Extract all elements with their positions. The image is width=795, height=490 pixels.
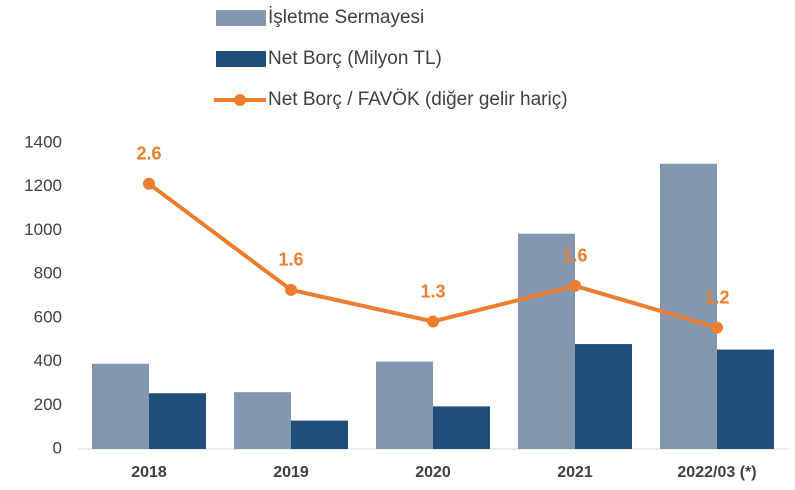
bar [291,420,348,449]
legend-label: İşletme Sermayesi [268,7,424,28]
legend-swatch [216,10,266,26]
x-tick-label: 2018 [131,464,167,481]
y-tick-label: 400 [34,351,62,370]
data-label: 1.6 [278,250,303,270]
x-tick-label: 2021 [557,464,593,481]
marker [711,321,723,334]
bar [433,406,490,449]
marker [143,177,155,190]
y-tick-label: 1000 [24,220,62,239]
bar [575,344,632,449]
marker [427,315,439,328]
data-label: 2.6 [136,144,161,164]
bar [518,233,575,449]
marker [285,283,297,296]
bar [234,392,291,449]
legend-marker [234,94,246,106]
bar [149,393,206,449]
y-tick-label: 600 [34,307,62,326]
data-label: 1.2 [704,287,729,307]
bar [376,361,433,449]
y-tick-label: 0 [53,438,62,457]
x-tick-label: 2022/03 (*) [677,464,756,481]
bar [717,349,774,449]
x-tick-label: 2019 [273,464,309,481]
data-label: 1.3 [420,281,445,301]
y-tick-label: 1400 [24,132,62,151]
bar [660,163,717,449]
y-tick-label: 200 [34,395,62,414]
legend-label: Net Borç (Milyon TL) [268,48,442,69]
x-tick-label: 2020 [415,464,451,481]
line [147,182,718,330]
bar [92,363,149,449]
data-label: 1.6 [562,246,587,266]
legend-label: Net Borç / FAVÖK (diğer gelir hariç) [268,89,568,110]
y-tick-label: 800 [34,264,62,283]
marker [569,279,581,292]
legend-swatch [216,51,266,67]
y-tick-label: 1200 [24,176,62,195]
